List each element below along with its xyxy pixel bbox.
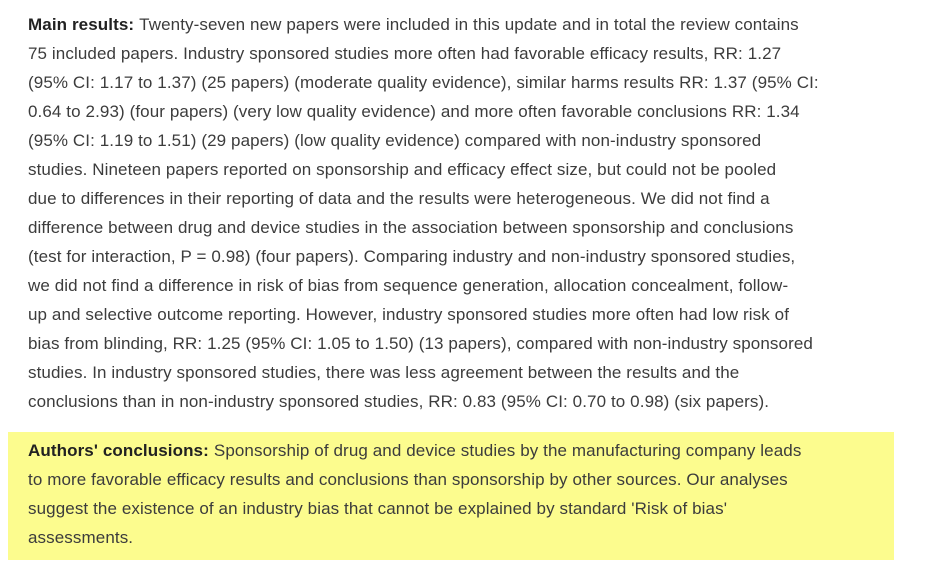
text-line-content: Sponsorship of drug and device studies b…	[213, 441, 802, 460]
text-line: to more favorable efficacy results and c…	[28, 470, 788, 489]
text-line: studies. Nineteen papers reported on spo…	[28, 160, 777, 179]
text-line: 75 included papers. Industry sponsored s…	[28, 44, 782, 63]
main-results-label: Main results:	[28, 15, 135, 34]
text-line: up and selective outcome reporting. Howe…	[28, 305, 790, 324]
text-line: suggest the existence of an industry bia…	[28, 499, 728, 518]
authors-conclusions-label: Authors' conclusions:	[28, 441, 209, 460]
text-line: studies. In industry sponsored studies, …	[28, 363, 740, 382]
text-line: bias from blinding, RR: 1.25 (95% CI: 1.…	[28, 334, 813, 353]
text-line-content: Twenty-seven new papers were included in…	[139, 15, 799, 34]
main-results-paragraph: Main results: Twenty-seven new papers wer…	[28, 10, 934, 416]
text-line: we did not find a difference in risk of …	[28, 276, 789, 295]
text-line: conclusions than in non-industry sponsor…	[28, 392, 770, 411]
authors-conclusions-paragraph: Authors' conclusions: Sponsorship of drug…	[8, 432, 894, 560]
text-line: difference between drug and device studi…	[28, 218, 794, 237]
text-line: due to differences in their reporting of…	[28, 189, 770, 208]
text-line: (95% CI: 1.19 to 1.51) (29 papers) (low …	[28, 131, 762, 150]
text-line: (95% CI: 1.17 to 1.37) (25 papers) (mode…	[28, 73, 819, 92]
text-line: 0.64 to 2.93) (four papers) (very low qu…	[28, 102, 800, 121]
text-line: assessments.	[28, 528, 134, 547]
text-line: Authors' conclusions: Sponsorship of drug…	[28, 436, 884, 465]
text-line: (test for interaction, P = 0.98) (four p…	[28, 247, 796, 266]
text-line: Main results: Twenty-seven new papers wer…	[28, 10, 934, 39]
